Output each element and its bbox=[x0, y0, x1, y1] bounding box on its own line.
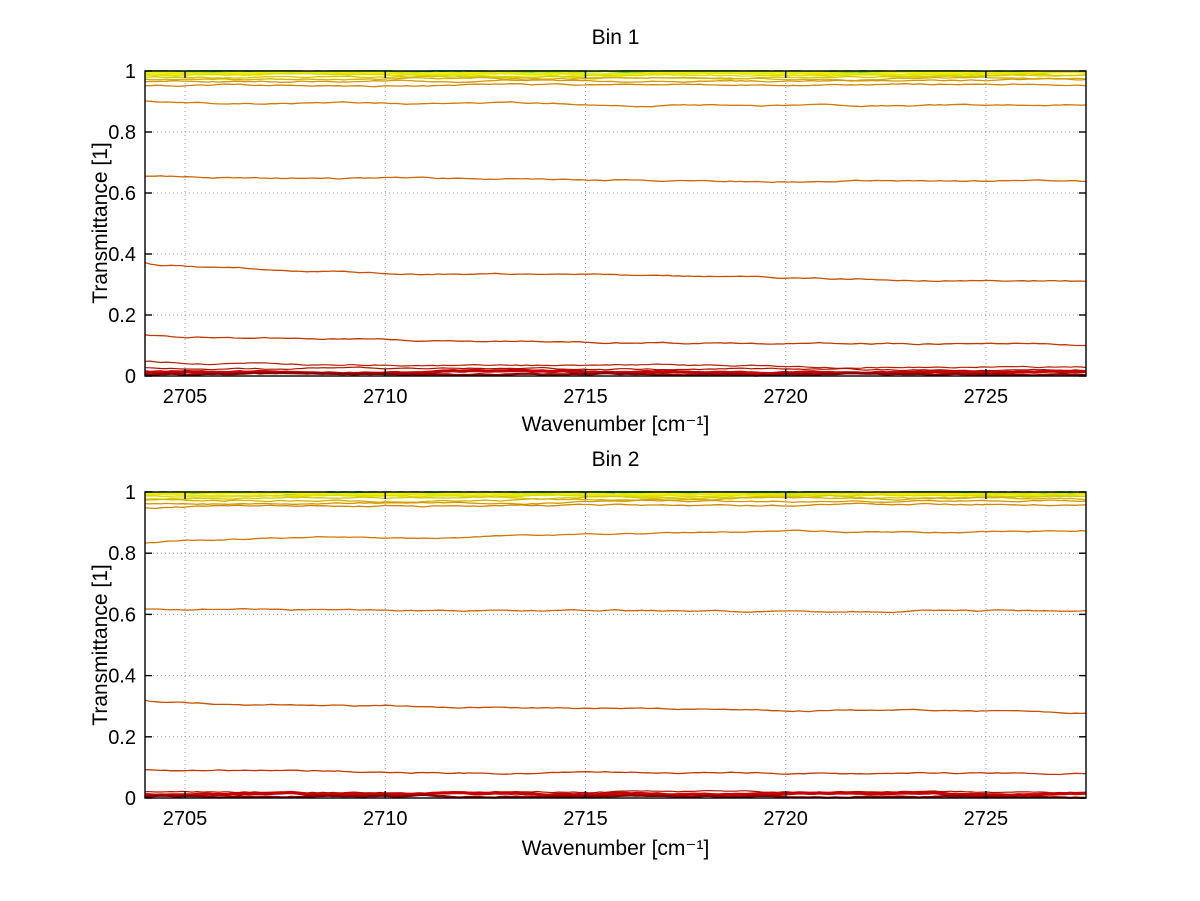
svg-text:2715: 2715 bbox=[563, 386, 608, 408]
svg-text:2720: 2720 bbox=[763, 386, 808, 408]
svg-text:0.6: 0.6 bbox=[108, 183, 136, 205]
svg-text:2725: 2725 bbox=[964, 386, 1009, 408]
svg-text:0.4: 0.4 bbox=[108, 666, 136, 688]
x-axis-label-bin1: Wavenumber [cm⁻¹] bbox=[521, 413, 710, 436]
svg-text:0: 0 bbox=[125, 366, 136, 388]
svg-text:0.4: 0.4 bbox=[108, 244, 136, 266]
svg-text:2705: 2705 bbox=[163, 386, 208, 408]
svg-text:0: 0 bbox=[125, 788, 136, 810]
svg-text:2725: 2725 bbox=[964, 808, 1009, 830]
x-axis-label-bin2: Wavenumber [cm⁻¹] bbox=[521, 837, 710, 860]
svg-text:0.2: 0.2 bbox=[108, 305, 136, 327]
svg-text:2720: 2720 bbox=[763, 808, 808, 830]
svg-text:2710: 2710 bbox=[363, 808, 408, 830]
svg-text:0.6: 0.6 bbox=[108, 604, 136, 626]
svg-text:1: 1 bbox=[125, 61, 136, 83]
svg-text:0.8: 0.8 bbox=[108, 122, 136, 144]
svg-text:2710: 2710 bbox=[363, 386, 408, 408]
svg-text:0.2: 0.2 bbox=[108, 727, 136, 749]
y-axis-label-bin2: Transmittance [1] bbox=[89, 564, 112, 726]
plot-title-bin2: Bin 2 bbox=[591, 448, 640, 471]
svg-text:2705: 2705 bbox=[163, 808, 208, 830]
svg-text:1: 1 bbox=[125, 482, 136, 504]
y-axis-label-bin1: Transmittance [1] bbox=[89, 142, 112, 304]
plot-title-bin1: Bin 1 bbox=[591, 26, 640, 49]
svg-text:0.8: 0.8 bbox=[108, 543, 136, 565]
svg-text:2715: 2715 bbox=[563, 808, 608, 830]
